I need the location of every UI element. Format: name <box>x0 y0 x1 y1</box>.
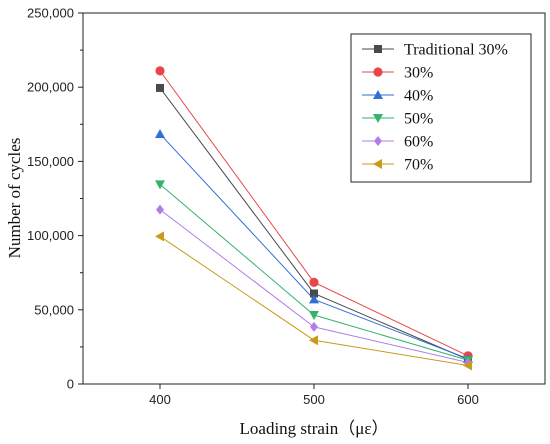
legend-label: 40% <box>404 88 433 105</box>
legend-marker <box>374 45 382 53</box>
legend-marker <box>373 90 383 99</box>
legend-marker <box>373 67 383 77</box>
x-tick-label: 500 <box>303 392 325 407</box>
data-point <box>309 277 319 287</box>
data-point <box>155 128 165 138</box>
data-point <box>156 83 164 92</box>
data-point <box>310 289 318 298</box>
x-tick-label: 400 <box>149 392 171 407</box>
y-axis-title: Number of cycles <box>5 138 24 259</box>
y-tick-label: 0 <box>67 377 74 392</box>
x-axis-title: Loading strain（με） <box>240 419 389 438</box>
series-lines <box>159 70 469 366</box>
data-point <box>155 66 165 76</box>
data-point <box>156 204 164 215</box>
y-tick-label: 100,000 <box>27 228 74 243</box>
y-tick-label: 250,000 <box>27 6 74 21</box>
legend-label: 70% <box>404 157 433 174</box>
legend-marker <box>373 114 383 123</box>
legend-marker <box>374 136 382 146</box>
y-tick-label: 200,000 <box>27 80 74 95</box>
legend-label: 30% <box>404 65 433 82</box>
data-point <box>463 360 472 371</box>
legend-label: Traditional 30% <box>404 42 508 59</box>
data-point <box>155 231 164 242</box>
x-tick-label: 600 <box>457 392 479 407</box>
y-tick-label: 50,000 <box>34 302 74 317</box>
legend-marker <box>373 159 382 169</box>
data-point <box>309 335 318 346</box>
data-point <box>309 294 319 304</box>
legend-box <box>350 33 532 183</box>
y-tick-label: 150,000 <box>27 154 74 169</box>
legend: Traditional 30% 30% 40% 50% 60% 70% <box>350 33 532 183</box>
data-point <box>155 180 165 190</box>
legend-label: 50% <box>404 111 433 128</box>
legend-label: 60% <box>404 134 433 151</box>
data-point <box>309 310 319 320</box>
axis-ticks: 400 500 600 0 50,000 100,000 150,000 200,000 250… <box>27 6 479 408</box>
data-point <box>310 321 318 332</box>
series-markers <box>155 66 473 371</box>
